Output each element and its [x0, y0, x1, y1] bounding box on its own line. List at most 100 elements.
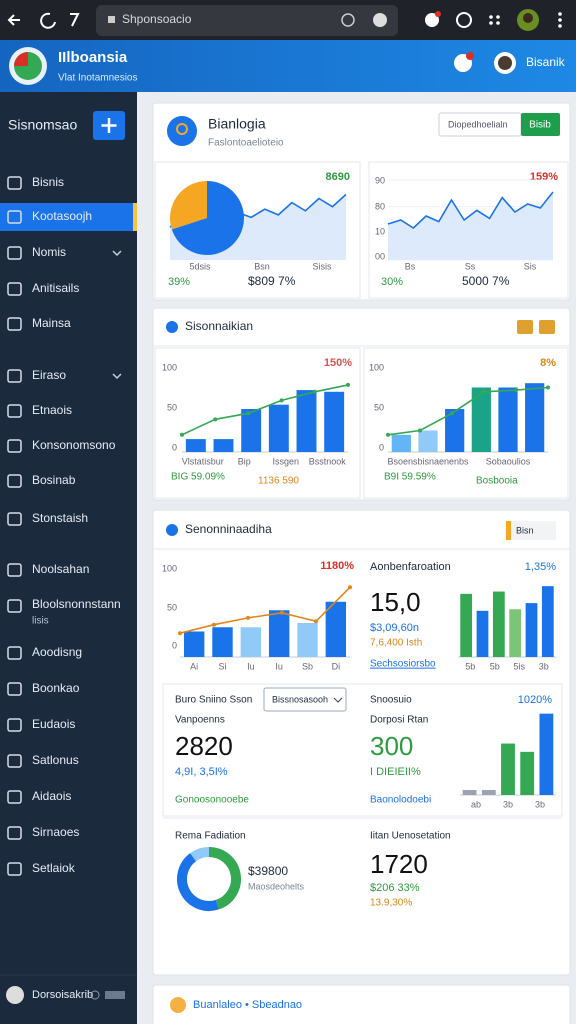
sidebar-title: Sisnomsao [8, 117, 77, 133]
menu-item[interactable]: Nomis [32, 245, 66, 259]
menu-item[interactable]: Bloolsnonnstann [32, 597, 121, 611]
user-face [498, 56, 512, 70]
app-header [0, 40, 576, 92]
refresh-button[interactable] [40, 12, 56, 29]
logo-segment [14, 52, 28, 66]
panel-foot: 1136 590 [258, 476, 299, 487]
y-label: 00 [375, 251, 385, 261]
ext-icon[interactable] [425, 13, 439, 27]
section-title: Snoosuio [370, 695, 412, 706]
menu-icon [7, 790, 22, 804]
card-title: Bianlogia [208, 116, 266, 132]
menu-icon [7, 317, 22, 331]
panel-foot: $809 7% [248, 274, 296, 288]
menu-icon [7, 439, 22, 453]
card-subtitle: Faslontoaelioteio [208, 138, 284, 149]
bar [462, 790, 477, 795]
chevron [112, 250, 122, 257]
menu-item[interactable]: Aidaois [32, 789, 71, 803]
url-box[interactable] [96, 5, 398, 36]
menu-item[interactable]: Boonkao [32, 681, 80, 695]
menu-icon[interactable] [489, 15, 500, 25]
card-action[interactable] [517, 320, 533, 334]
settings-icon[interactable] [90, 990, 100, 1000]
sidebar-menu: Bisnis Kootasoojh Nomis Anitisails Mainsa Eir… [0, 175, 137, 876]
stat-line: 4,9I, 3,5I% [175, 766, 228, 778]
line-point [246, 411, 251, 416]
menu-item[interactable]: Eudaois [32, 717, 75, 731]
search-button[interactable] [521, 113, 560, 136]
x-label: Sobaoulios [486, 456, 531, 466]
bar [539, 713, 554, 795]
menu-icon [7, 176, 22, 190]
sidebar [0, 92, 137, 1024]
back-button[interactable] [7, 14, 20, 26]
bar [268, 404, 289, 452]
card-title[interactable]: Buanlaleo • Sbeadnao [193, 999, 302, 1011]
card-action[interactable] [539, 320, 555, 334]
menu-item[interactable]: Bosinab [32, 473, 76, 487]
line [387, 191, 554, 230]
card-icon [166, 321, 178, 333]
user-name[interactable]: Bisanik [526, 55, 566, 69]
panel-stat: 159% [530, 171, 558, 183]
bar [541, 586, 554, 657]
donut-note: Maosdeohelts [248, 881, 305, 891]
line [181, 384, 349, 436]
menu-item[interactable]: Sirnaoes [32, 825, 79, 839]
menu-item[interactable]: Konsonomsono [32, 438, 116, 452]
menu-item[interactable]: Mainsa [32, 316, 71, 330]
x-label: Bsn [254, 261, 270, 271]
bar [525, 383, 545, 452]
bar [325, 601, 347, 657]
menu-item[interactable]: Aoodisng [32, 645, 82, 659]
menu-item[interactable]: Kootasoojh [32, 209, 92, 223]
line-point [314, 619, 318, 624]
donut-value: $39800 [248, 864, 288, 878]
link[interactable]: Sechsosiorsbo [370, 659, 436, 670]
add-icon [101, 118, 117, 133]
stat-label: Vanpoenns [175, 715, 225, 726]
x-label: Bs [405, 261, 416, 271]
menu-item[interactable]: Satlonus [32, 753, 79, 767]
tag[interactable] [506, 521, 556, 540]
footer-avatar [6, 986, 24, 1004]
menu-item-note: lisis [32, 616, 49, 627]
line-point [346, 382, 350, 387]
select[interactable] [263, 687, 347, 712]
line-point [246, 615, 250, 620]
big-number: 2820 [175, 731, 233, 761]
menu-item[interactable]: Setlaiok [32, 861, 76, 875]
tab-icon[interactable] [373, 13, 387, 27]
search-icon[interactable] [341, 13, 355, 27]
line-point [514, 388, 518, 393]
menu-item[interactable]: Eiraso [32, 368, 66, 382]
active-item-bg[interactable] [0, 203, 135, 231]
select-caret [333, 697, 343, 703]
section-title: Buro Sniino Sson [175, 695, 252, 706]
menu-item[interactable]: Noolsahan [32, 562, 89, 576]
bar [185, 439, 206, 452]
section-title: Iitan Uenosetation [370, 831, 451, 842]
big-number: 1720 [370, 849, 428, 879]
globe-icon[interactable] [456, 12, 472, 28]
line-point [212, 622, 216, 627]
big-number: 15,0 [370, 587, 421, 617]
badge [435, 11, 441, 17]
menu-item[interactable]: Anitisails [32, 281, 79, 295]
x-label: Bip [238, 456, 251, 466]
menu-icon [7, 474, 22, 488]
menu-item[interactable]: Stonstaish [32, 511, 88, 525]
link[interactable]: Baonolodoebi [370, 795, 431, 806]
menu-item[interactable]: Bisnis [32, 175, 64, 189]
link[interactable]: Gonoosonooebe [175, 795, 249, 806]
home-button[interactable] [70, 13, 80, 27]
bar [460, 593, 473, 657]
footer-icons[interactable] [105, 991, 125, 999]
menu-item[interactable]: Etnaois [32, 403, 72, 417]
more-icon[interactable] [558, 12, 562, 28]
bar [445, 409, 465, 452]
stat-label: Dorposi Rtan [370, 715, 428, 726]
card-icon [167, 116, 197, 146]
line-point [386, 432, 390, 437]
